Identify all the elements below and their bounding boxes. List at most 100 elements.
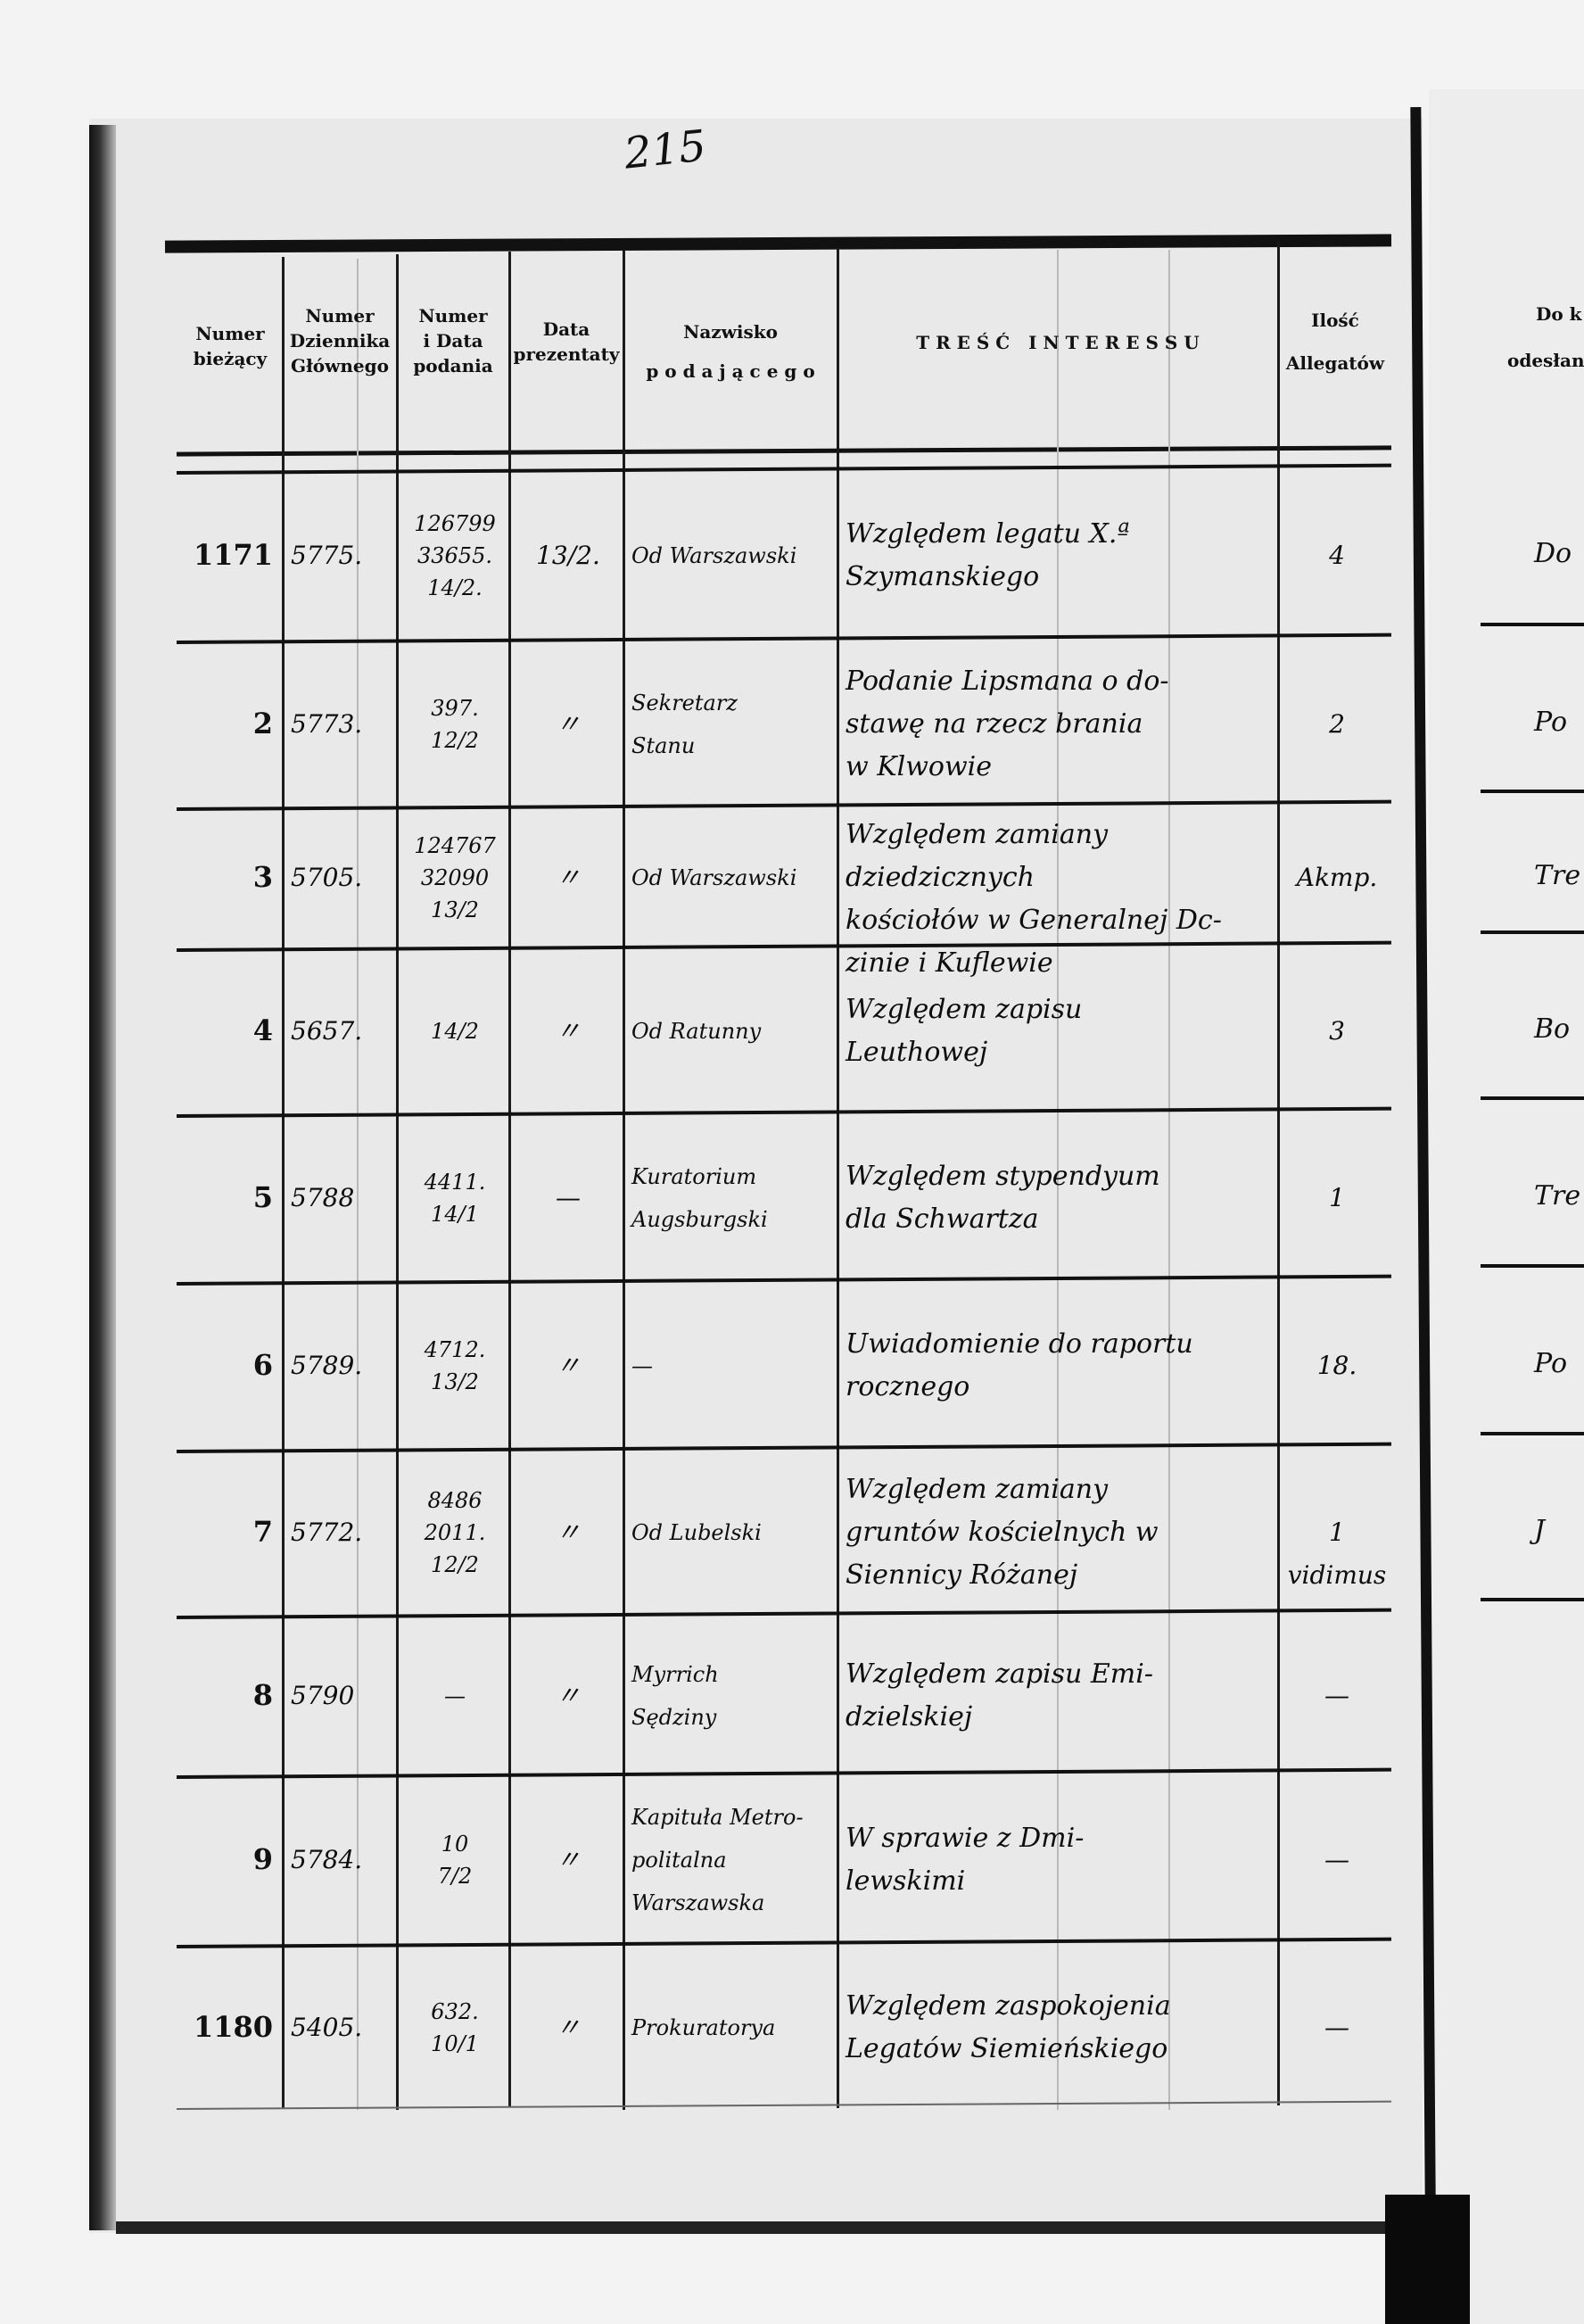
matter-content: Względem zamiany dziedzicznych kościołów… bbox=[846, 819, 1222, 979]
ghost-line bbox=[1168, 250, 1170, 2110]
header-ilosc-allegatow: Ilość Allegatów bbox=[1285, 310, 1385, 374]
page-number: 215 bbox=[622, 120, 709, 179]
column-divider bbox=[1277, 241, 1280, 2105]
right-page-entry: Po bbox=[1534, 706, 1568, 738]
matter-content: Względem zapisu Leuthowej bbox=[846, 994, 1083, 1068]
ghost-line bbox=[357, 259, 359, 2110]
row-number: 6 bbox=[252, 1348, 273, 1382]
right-page-rule bbox=[1481, 1598, 1584, 1601]
submission-number-date: 632. 10/1 bbox=[431, 1998, 479, 2056]
matter-content: Względem zapisu Emi- dzielskiej bbox=[846, 1658, 1153, 1733]
attachment-count: 2 bbox=[1329, 708, 1345, 739]
submitter-name: Kuratorium Augsburgski bbox=[631, 1164, 768, 1232]
attachment-count: 4 bbox=[1329, 541, 1345, 570]
attachment-count: 18. bbox=[1316, 1351, 1357, 1380]
right-page-header-2: odesłano bbox=[1507, 350, 1584, 371]
scan-border bbox=[1385, 2195, 1470, 2324]
header-numer-dziennika: Numer Dziennika Głównego bbox=[289, 305, 391, 376]
header-numer-biezacy: Numer bieżący bbox=[193, 323, 268, 369]
journal-number: 5772. bbox=[291, 1518, 363, 1547]
attachment-count: Akmp. bbox=[1296, 863, 1378, 892]
matter-content: Względem stypendyum dla Schwartza bbox=[846, 1161, 1160, 1235]
right-page-rule bbox=[1481, 790, 1584, 793]
journal-number: 5775. bbox=[291, 541, 363, 570]
row-number: 3 bbox=[252, 860, 273, 894]
row-number: 4 bbox=[252, 1013, 273, 1047]
submission-number-date: — bbox=[444, 1683, 466, 1708]
submitter-name: Sekretarz Stanu bbox=[631, 690, 738, 758]
row-number: 7 bbox=[252, 1515, 273, 1549]
submission-number-date: 124767 32090 13/2 bbox=[414, 833, 496, 922]
right-page-rule bbox=[1481, 930, 1584, 934]
column-divider bbox=[623, 250, 625, 2110]
submission-number-date: 397. 12/2 bbox=[431, 695, 479, 753]
submission-number-date: 8486 2011. 12/2 bbox=[424, 1488, 486, 1577]
row-number: 8 bbox=[252, 1677, 273, 1712]
row-number: 1180 bbox=[193, 2009, 273, 2044]
page-bottom-edge bbox=[116, 2221, 1418, 2234]
journal-number: 5405. bbox=[291, 2012, 363, 2042]
presentation-date: 〃 bbox=[555, 1680, 581, 1710]
submission-number-date: 4411. 14/1 bbox=[424, 1170, 486, 1227]
journal-number: 5705. bbox=[291, 863, 363, 892]
submitter-name: Od Lubelski bbox=[631, 1520, 762, 1545]
submission-number-date: 126799 33655. 14/2. bbox=[414, 511, 496, 600]
right-page-entry: Po bbox=[1534, 1348, 1568, 1379]
journal-number: 5790 bbox=[291, 1680, 355, 1710]
submitter-name: Od Warszawski bbox=[631, 865, 797, 890]
journal-number: 5773. bbox=[291, 708, 363, 739]
column-divider bbox=[282, 257, 285, 2108]
row-number: 9 bbox=[252, 1842, 273, 1876]
ghost-line bbox=[1057, 250, 1059, 2110]
presentation-date: 〃 bbox=[555, 1016, 581, 1046]
matter-content: Względem zamiany gruntów kościelnych w S… bbox=[846, 1474, 1159, 1591]
submitter-name: Od Ratunny bbox=[631, 1019, 762, 1044]
submitter-name: — bbox=[631, 1353, 653, 1378]
facing-page bbox=[1429, 89, 1584, 2324]
right-page-header-1: Do k bbox=[1536, 303, 1582, 325]
matter-content: Uwiadomienie do raportu rocznego bbox=[846, 1328, 1193, 1402]
presentation-date: 13/2. bbox=[536, 541, 600, 570]
presentation-date: 〃 bbox=[555, 1351, 581, 1380]
presentation-date: 〃 bbox=[555, 1845, 581, 1874]
column-divider bbox=[837, 248, 839, 2108]
journal-number: 5657. bbox=[291, 1016, 363, 1046]
matter-content: Podanie Lipsmana o do- stawę na rzecz br… bbox=[846, 665, 1169, 782]
header-numer-data-podania: Numer i Data podania bbox=[413, 305, 493, 376]
submitter-name: Prokuratorya bbox=[631, 2014, 776, 2040]
row-number: 5 bbox=[252, 1180, 273, 1214]
presentation-date: 〃 bbox=[555, 708, 581, 739]
journal-number: 5788 bbox=[291, 1183, 355, 1212]
right-page-rule bbox=[1481, 1432, 1584, 1435]
attachment-count: — bbox=[1324, 1845, 1349, 1874]
right-page-entry: J bbox=[1534, 1515, 1546, 1546]
column-divider bbox=[396, 254, 399, 2110]
header-data-prezentaty: Data prezentaty bbox=[513, 318, 620, 365]
submission-number-date: 10 7/2 bbox=[437, 1832, 473, 1889]
submission-number-date: 4712. 13/2 bbox=[424, 1337, 486, 1394]
row-number: 1171 bbox=[193, 538, 273, 572]
submission-number-date: 14/2 bbox=[431, 1019, 479, 1044]
submitter-name: Kapituła Metro- politalna Warszawska bbox=[631, 1805, 804, 1915]
right-page-entry: Tre bbox=[1534, 860, 1581, 891]
right-page-entry: Tre bbox=[1534, 1180, 1581, 1212]
presentation-date: 〃 bbox=[555, 863, 581, 892]
presentation-date: 〃 bbox=[555, 1518, 581, 1547]
right-page-rule bbox=[1481, 1096, 1584, 1100]
attachment-count: 3 bbox=[1329, 1016, 1345, 1046]
attachment-count: 1 vidimus bbox=[1287, 1518, 1387, 1590]
column-divider bbox=[508, 252, 511, 2107]
journal-number: 5789. bbox=[291, 1351, 363, 1380]
book-binding bbox=[89, 125, 116, 2230]
attachment-count: 1 bbox=[1329, 1183, 1345, 1212]
attachment-count: — bbox=[1324, 2012, 1349, 2042]
journal-number: 5784. bbox=[291, 1845, 363, 1874]
right-page-rule bbox=[1481, 1264, 1584, 1268]
right-page-entry: Do bbox=[1534, 538, 1572, 569]
right-page-entry: Bo bbox=[1534, 1013, 1571, 1045]
attachment-count: — bbox=[1324, 1680, 1349, 1710]
matter-content: W sprawie z Dmi- lewskimi bbox=[846, 1823, 1085, 1897]
header-nazwisko: Nazwisko p o d a j ą c e g o bbox=[646, 321, 815, 382]
header-tresc-interessu: T R E Ś Ć I N T E R E S S U bbox=[916, 332, 1200, 353]
presentation-date: 〃 bbox=[555, 2012, 581, 2042]
